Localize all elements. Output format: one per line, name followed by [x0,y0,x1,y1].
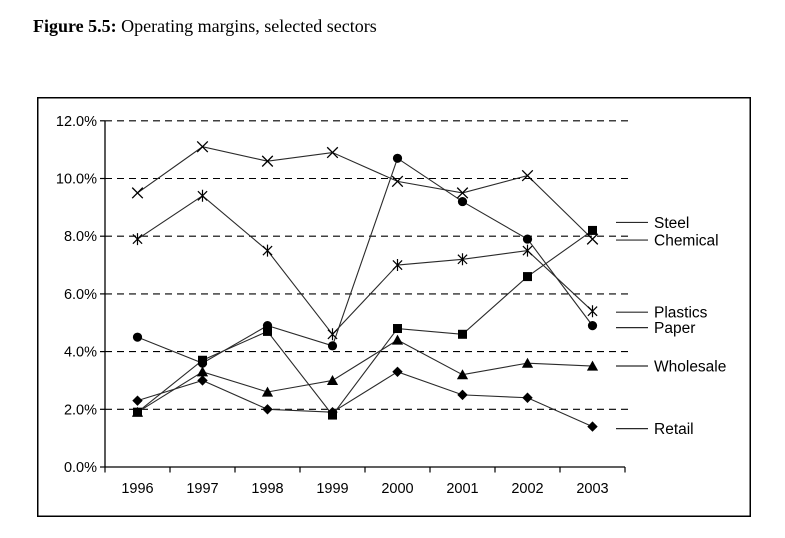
series-markers-steel [133,225,597,420]
y-tick-label: 2.0% [64,402,97,418]
y-tick-label: 10.0% [56,172,97,188]
chart-container: 0.0% 2.0% 4.0% 6.0% 8.0% 10.0% 12.0% 1996 1997 19… [37,97,751,517]
legend-label-plastics: Plastics [654,305,708,322]
gridlines [105,120,628,410]
legend-label-chemical: Chemical [654,233,719,250]
series-line-plastics [137,195,593,336]
series-line-wholesale [137,339,593,413]
series-line-steel [137,229,593,416]
series-line-retail [137,371,593,428]
y-tick-label: 12.0% [56,114,97,130]
y-tick-label: 4.0% [64,345,97,361]
legend-label-wholesale: Wholesale [654,359,726,376]
series-markers-chemical [131,141,599,245]
legend-label-retail: Retail [654,421,694,438]
series-markers-paper [132,153,598,368]
figure-caption: Figure 5.5: Operating margins, selected … [33,16,377,37]
y-tick-label: 8.0% [64,229,97,245]
x-tick-labels: 1996 1997 1998 1999 2000 2001 2002 2003 [121,481,608,497]
y-tick-labels: 0.0% 2.0% 4.0% 6.0% 8.0% 10.0% 12.0% [56,114,97,476]
x-tick-label: 2000 [381,481,413,497]
chart-svg: 0.0%2.0%4.0%6.0%8.0%10.0%12.0%1996 1997 19… [37,97,751,517]
legend-label-steel: Steel [654,215,689,232]
series-line-paper [137,157,593,364]
figure-number: Figure 5.5: [33,16,117,36]
x-tick-label: 2002 [511,481,543,497]
x-tick-label: 1997 [186,481,218,497]
x-tick-label: 1998 [251,481,283,497]
series-markers-plastics [132,189,598,341]
axes [100,120,626,473]
x-tick-label: 1996 [121,481,153,497]
y-tick-label: 6.0% [64,287,97,303]
series-line-chemical [137,146,593,240]
series-lines [137,146,593,428]
x-tick-label: 2001 [446,481,478,497]
figure-caption-text: Operating margins, selected sectors [116,16,377,36]
legend-label-paper: Paper [654,320,695,337]
x-tick-label: 1999 [316,481,348,497]
x-tick-label: 2003 [576,481,608,497]
y-tick-label: 0.0% [64,460,97,476]
